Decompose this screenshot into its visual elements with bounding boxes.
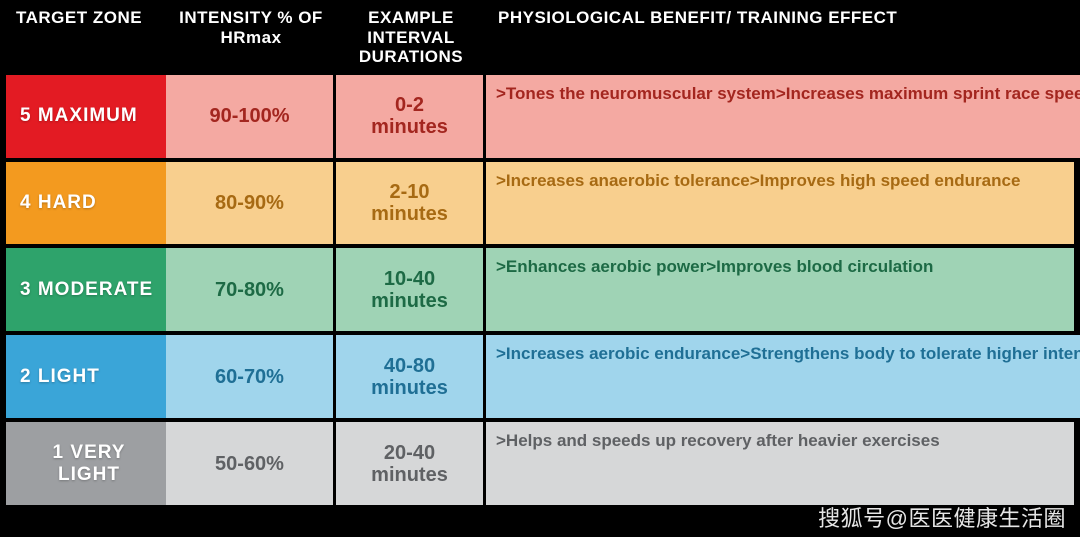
table-row: 4 HARD80-90%2-10minutes>Increases anaero… bbox=[6, 162, 1074, 245]
zone-benefits: >Increases aerobic endurance>Strengthens… bbox=[486, 335, 1080, 418]
zone-intensity: 90-100% bbox=[166, 75, 336, 158]
zone-intensity: 50-60% bbox=[166, 422, 336, 505]
benefit-line: >Strengthens body to tolerate higher int… bbox=[740, 343, 1080, 364]
zone-label: 3 MODERATE bbox=[6, 248, 166, 331]
watermark-text: 搜狐号@医医健康生活圈 bbox=[818, 501, 1066, 533]
table-row: 2 LIGHT60-70%40-80minutes >Increases aero… bbox=[6, 335, 1074, 418]
zone-duration: 40-80minutes bbox=[336, 335, 486, 418]
benefit-line: >Improves high speed endurance bbox=[750, 170, 1021, 191]
benefit-line: >Enhances aerobic power bbox=[496, 256, 706, 277]
zone-benefits: >Increases anaerobic tolerance>Improves … bbox=[486, 162, 1074, 245]
hr-zone-table: TARGET ZONE INTENSITY % OF HRmax EXAMPLE… bbox=[6, 4, 1074, 505]
zone-duration: 10-40minutes bbox=[336, 248, 486, 331]
zone-duration: 20-40minutes bbox=[336, 422, 486, 505]
header-zone: TARGET ZONE bbox=[6, 8, 166, 28]
benefit-line: >Tones the neuromuscular system bbox=[496, 83, 776, 104]
zone-label: 4 HARD bbox=[6, 162, 166, 245]
benefit-line: >Increases maximum sprint race speed bbox=[776, 83, 1080, 104]
zone-benefits: >Enhances aerobic power>Improves blood c… bbox=[486, 248, 1074, 331]
header-benefit: PHYSIOLOGICAL BENEFIT/ TRAINING EFFECT bbox=[486, 8, 1074, 28]
zone-intensity: 80-90% bbox=[166, 162, 336, 245]
zone-intensity: 60-70% bbox=[166, 335, 336, 418]
table-row: 3 MODERATE70-80%10-40minutes>Enhances ae… bbox=[6, 248, 1074, 331]
header-intensity: INTENSITY % OF HRmax bbox=[166, 8, 336, 47]
zone-intensity: 70-80% bbox=[166, 248, 336, 331]
header-duration: EXAMPLE INTERVAL DURATIONS bbox=[336, 8, 486, 67]
zone-label: 2 LIGHT bbox=[6, 335, 166, 418]
zone-label: 5 MAXIMUM bbox=[6, 75, 166, 158]
zone-duration: 2-10minutes bbox=[336, 162, 486, 245]
table-row: 1 VERY LIGHT50-60%20-40minutes >Helps and… bbox=[6, 422, 1074, 505]
benefit-line: >Helps and speeds up recovery after heav… bbox=[496, 430, 940, 451]
zone-duration: 0-2minutes bbox=[336, 75, 486, 158]
benefit-line: >Increases anaerobic tolerance bbox=[496, 170, 750, 191]
benefit-line: >Improves blood circulation bbox=[706, 256, 933, 277]
zone-benefits: >Helps and speeds up recovery after heav… bbox=[486, 422, 1074, 505]
zone-benefits: >Tones the neuromuscular system>Increase… bbox=[486, 75, 1080, 158]
table-row: 5 MAXIMUM90-100%0-2minutes >Tones the neu… bbox=[6, 75, 1074, 158]
benefit-line: >Increases aerobic endurance bbox=[496, 343, 740, 364]
table-header-row: TARGET ZONE INTENSITY % OF HRmax EXAMPLE… bbox=[6, 4, 1074, 75]
zone-label: 1 VERY LIGHT bbox=[6, 422, 166, 505]
table-body: 5 MAXIMUM90-100%0-2minutes >Tones the neu… bbox=[6, 75, 1074, 505]
